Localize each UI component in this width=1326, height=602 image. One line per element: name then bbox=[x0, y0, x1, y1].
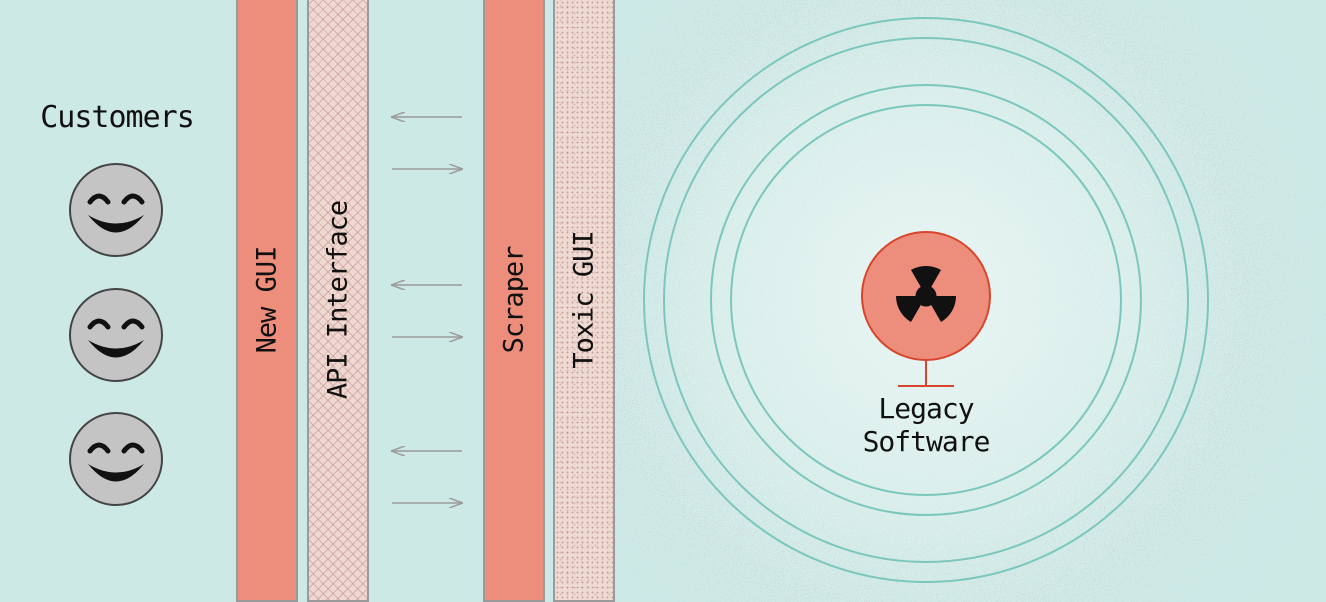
layer-label-new-gui: New GUI bbox=[251, 246, 283, 354]
data-flow-arrows bbox=[392, 117, 462, 503]
legacy-rings bbox=[643, 17, 1209, 583]
smiley-face-icon bbox=[69, 412, 163, 506]
layer-label-toxic-gui: Toxic GUI bbox=[568, 231, 600, 369]
customers-label: Customers bbox=[40, 100, 195, 135]
smiley-face-icon bbox=[69, 288, 163, 382]
ring-inner bbox=[730, 104, 1122, 496]
layer-scraper: Scraper bbox=[483, 0, 545, 602]
layer-api-interface: API Interface bbox=[307, 0, 369, 602]
radiation-icon bbox=[861, 231, 991, 387]
ring-3 bbox=[710, 84, 1142, 516]
ring-outer bbox=[643, 17, 1209, 583]
layer-label-api-interface: API Interface bbox=[322, 200, 354, 400]
legacy-label-line-1: Legacy bbox=[878, 392, 974, 425]
layer-new-gui: New GUI bbox=[236, 0, 298, 602]
legacy-software-label: Legacy Software bbox=[826, 392, 1026, 458]
ring-2 bbox=[663, 37, 1189, 563]
layer-toxic-gui: Toxic GUI bbox=[553, 0, 615, 602]
legacy-label-line-2: Software bbox=[862, 425, 991, 458]
smiley-face-icon bbox=[69, 163, 163, 257]
customer-faces bbox=[69, 163, 163, 506]
layer-label-scraper: Scraper bbox=[498, 246, 530, 354]
